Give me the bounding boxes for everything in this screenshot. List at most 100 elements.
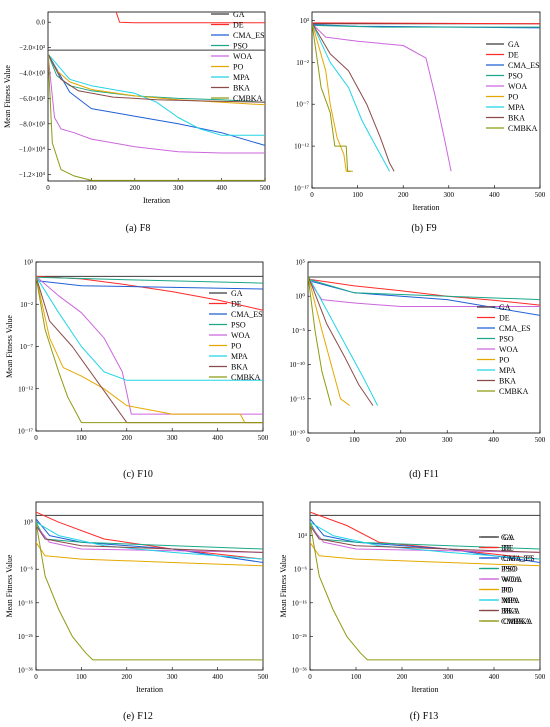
legend-label: GA (508, 40, 520, 49)
legend-label: PSO (508, 72, 523, 81)
legend-label: CMA_ES (501, 554, 533, 563)
series-group (308, 275, 540, 407)
legend-label: GA (233, 10, 245, 19)
legend-label: CMBKA (508, 124, 538, 133)
y-tick-label: 10⁻² (20, 301, 33, 309)
legend-label: CMBKA (499, 387, 529, 396)
legend-label: DE (231, 300, 242, 309)
caption-label: (c) (123, 469, 134, 480)
panel-caption: (b) F9 (411, 223, 436, 234)
series-group (36, 275, 263, 424)
y-tick-label: 10⁻¹⁶ (292, 599, 308, 607)
legend-label: GA (499, 303, 511, 312)
y-tick-label: 10⁸ (24, 519, 34, 527)
legend-label: CMBKA (503, 617, 533, 626)
legend-label: GA (503, 533, 515, 542)
series-line-po (308, 275, 351, 407)
legend-label: DE (508, 51, 519, 60)
legend-label: PO (501, 586, 511, 595)
x-tick-label: 500 (258, 673, 269, 681)
caption-name: F9 (426, 223, 437, 234)
x-tick-label: 300 (444, 191, 455, 199)
legend-label: DE (503, 544, 514, 553)
x-tick-label: 300 (167, 434, 178, 442)
legend-label: MPA (503, 596, 520, 605)
series-line-cma-es (36, 518, 263, 563)
legend-label: DE (233, 21, 244, 30)
legend-label: CMBKA (231, 373, 261, 382)
series-line-de (312, 22, 540, 25)
x-tick-label: 400 (489, 673, 500, 681)
legend-label: MPA (233, 73, 250, 82)
legend-label: CMA_ES (508, 61, 540, 70)
x-tick-label: 0 (34, 673, 38, 681)
legend-label: BKA (233, 84, 250, 93)
legend-label: BKA (501, 607, 518, 616)
series-line-pso (308, 278, 540, 301)
legend-label: PSO (233, 42, 248, 51)
y-axis-label: Mean Fitness Value (3, 65, 12, 128)
series-group (312, 22, 540, 172)
y-tick-label: −1.0×10⁴ (19, 146, 46, 154)
x-tick-label: 100 (349, 436, 360, 444)
y-tick-label: 10⁻¹⁵ (290, 395, 306, 403)
legend-label: GA (231, 289, 243, 298)
series-line-mpa (48, 53, 265, 136)
series-line-cmbka (36, 276, 263, 424)
panel-f11: 0 100 200 300 400 500 10⁵ 10⁰ 10⁻⁵ 10⁻¹⁰ 10⁻¹⁵ 10⁻²… (289, 259, 545, 481)
x-tick-label: 500 (258, 434, 269, 442)
series-line-de (308, 278, 540, 306)
x-tick-label: 300 (442, 436, 453, 444)
x-tick-label: 200 (397, 673, 408, 681)
series-line-pso (36, 276, 263, 284)
y-tick-label: −2.0×10³ (19, 44, 45, 52)
y-tick-label: 0.0 (36, 19, 45, 27)
legend-label: CMA_ES (499, 324, 531, 333)
x-tick-label: 200 (130, 184, 141, 192)
legend-label: CMA_ES (233, 31, 265, 40)
x-tick-label: 500 (535, 191, 546, 199)
legend-label: PO (499, 356, 509, 365)
y-tick-label: 10⁻⁷ (20, 343, 34, 351)
legend-label: CMA_ES (503, 554, 535, 563)
legend-label: PSO (503, 565, 518, 574)
y-tick-label: 10⁴ (298, 532, 308, 540)
caption-name: F11 (424, 469, 439, 480)
series-group (48, 12, 265, 181)
series-line-cmbka (36, 522, 263, 661)
x-tick-label: 100 (351, 673, 362, 681)
y-tick-label: 10⁻⁵ (292, 327, 306, 335)
legend-label: PO (508, 93, 518, 102)
y-tick-label: 10⁰ (295, 293, 305, 301)
x-tick-label: 300 (167, 673, 178, 681)
x-tick-label: 400 (216, 184, 227, 192)
legend-label: WOA (231, 331, 250, 340)
legend-label: MPA (508, 103, 525, 112)
x-tick-label: 0 (34, 434, 38, 442)
series-line-po (310, 542, 540, 567)
caption-label: (f) (410, 711, 420, 722)
y-tick-label: −6.0×10³ (19, 95, 45, 103)
series-line-mpa (310, 521, 540, 560)
series-line-cma-es (48, 53, 265, 146)
x-tick-label: 300 (443, 673, 454, 681)
y-tick-label: 10³ (300, 17, 309, 25)
x-tick-label: 500 (535, 436, 546, 444)
y-tick-label: 10⁻³⁶ (292, 667, 308, 675)
legend-label: MPA (499, 366, 516, 375)
series-line-de (36, 511, 263, 560)
series-line-cmbka (308, 275, 332, 406)
y-tick-label: 10⁻²⁶ (18, 633, 34, 641)
panel-f12: 0 100 200 300 400 500 10⁸ 10⁻⁶ 10⁻¹⁶ 10⁻²⁶ 10⁻³⁶ It… (5, 501, 533, 722)
y-tick-label: 10⁻⁶ (294, 566, 308, 574)
x-tick-label: 200 (396, 436, 407, 444)
y-tick-label: 10⁻¹² (18, 385, 33, 393)
series-line-de (115, 12, 265, 24)
y-axis-label: Mean Fitness Value (5, 554, 14, 617)
plot-frame (307, 261, 541, 434)
panel-caption: (c) F10 (123, 469, 153, 480)
